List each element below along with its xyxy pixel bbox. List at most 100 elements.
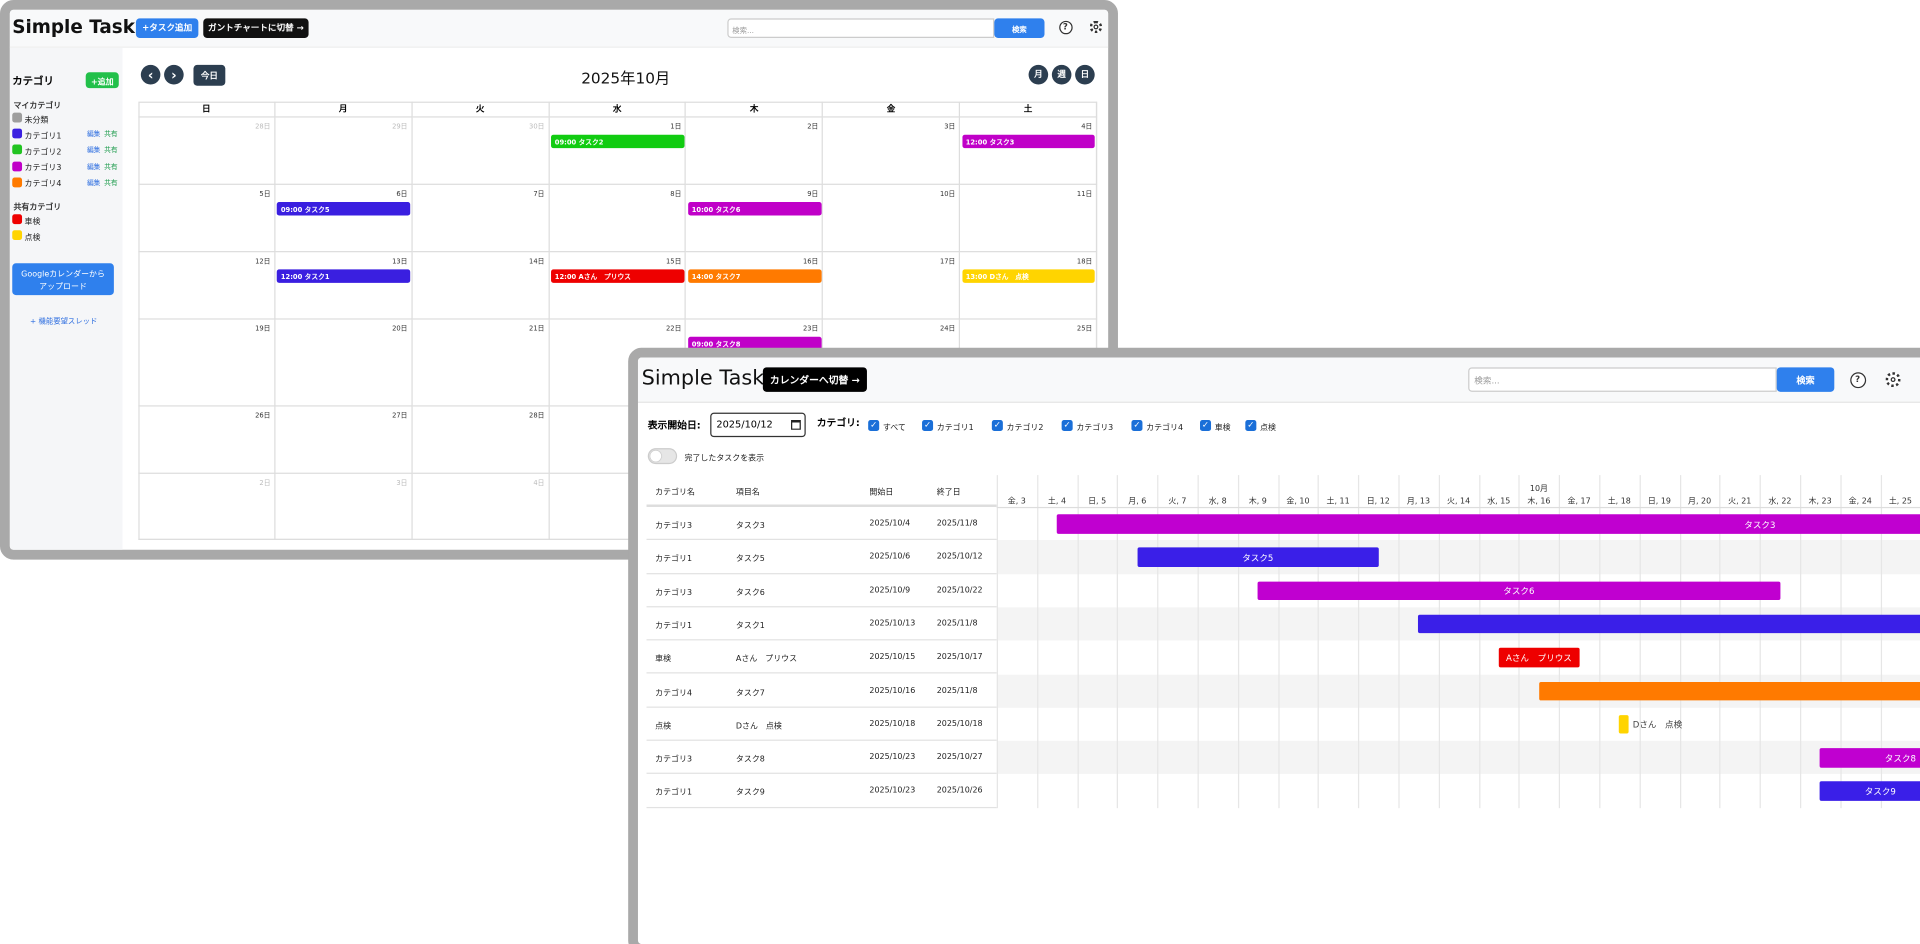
category-name: 点検 — [24, 232, 41, 243]
gantt-bar[interactable] — [1498, 647, 1580, 667]
table-cell: タスク3 — [735, 520, 765, 531]
help-icon[interactable]: ? — [1849, 371, 1866, 388]
settings-icon[interactable] — [1090, 21, 1102, 33]
edit-link[interactable]: 編集 — [86, 163, 101, 171]
gantt-bar[interactable] — [1619, 714, 1630, 734]
timeline-day-label: 水, 22 — [1768, 495, 1792, 506]
view-button[interactable]: 月 — [1028, 64, 1049, 85]
start-date-input[interactable]: 2025/10/12 — [710, 412, 806, 438]
table-cell: カテゴリ1 — [655, 787, 693, 798]
feature-request-link[interactable]: + 機能要望スレッド — [30, 317, 98, 326]
timeline-gridline — [1318, 475, 1320, 808]
share-link[interactable]: 共有 — [104, 131, 118, 139]
share-link[interactable]: 共有 — [104, 147, 118, 155]
gantt-bar[interactable] — [1056, 514, 1920, 534]
calendar-event[interactable]: 12:00 タスク1 — [277, 268, 411, 283]
shared-categories-heading: 共有カテゴリ — [13, 202, 62, 212]
edit-link[interactable]: 編集 — [86, 131, 101, 139]
table-cell: 2025/10/16 — [869, 685, 916, 695]
table-cell: 2025/10/12 — [936, 551, 983, 562]
google-upload-button[interactable]: Googleカレンダーから アップロード — [12, 263, 114, 296]
table-cell: カテゴリ3 — [655, 587, 693, 598]
search-input[interactable]: 検索... — [1468, 367, 1777, 392]
weekday-header: 土 — [960, 101, 1098, 118]
edit-link[interactable]: 編集 — [86, 179, 101, 188]
search-button[interactable]: 検索 — [1776, 367, 1835, 392]
day-number: 26日 — [255, 412, 271, 421]
filter-checkbox[interactable]: ✓ — [1131, 420, 1143, 432]
filter-checkbox[interactable]: ✓ — [922, 420, 934, 432]
table-cell: 2025/10/23 — [869, 785, 916, 796]
table-cell: タスク6 — [735, 587, 765, 598]
calendar-switch-button[interactable]: カレンダーへ切替 → — [762, 367, 867, 392]
day-cell: 8日 — [549, 184, 687, 253]
table-cell: 2025/10/13 — [869, 618, 916, 629]
filter-checkbox[interactable]: ✓ — [1245, 420, 1257, 432]
gantt-bar[interactable] — [1418, 614, 1920, 634]
timeline-gridline — [1840, 475, 1842, 808]
timeline-day-label: 土, 25 — [1888, 495, 1912, 506]
next-button[interactable]: › — [164, 64, 184, 85]
calendar-event[interactable]: 09:00 タスク8 — [688, 336, 822, 350]
filter-checkbox[interactable]: ✓ — [868, 420, 880, 432]
settings-icon[interactable] — [1886, 372, 1900, 387]
table-cell: タスク9 — [735, 787, 765, 798]
timeline-day-label: 月, 6 — [1128, 495, 1147, 506]
gantt-window: Simple Task カレンダーへ切替 → 検索... 検索? 表示開始日: 2025/… — [628, 347, 1920, 944]
add-category-button[interactable]: +追加 — [85, 72, 119, 89]
timeline-day-label: 火, 7 — [1168, 495, 1187, 506]
gantt-bar-label: タスク8 — [1884, 753, 1916, 764]
completed-toggle[interactable] — [647, 448, 678, 465]
day-number: 21日 — [529, 325, 545, 334]
timeline-gridline — [1237, 475, 1239, 808]
search-input[interactable]: 検索... — [727, 18, 995, 38]
timeline-day-label: 金, 3 — [1007, 495, 1026, 506]
view-button[interactable]: 日 — [1075, 64, 1095, 85]
today-button[interactable]: 今日 — [193, 64, 226, 86]
timeline-gridline — [1077, 475, 1079, 808]
gantt-bar[interactable] — [1538, 681, 1920, 701]
calendar-event[interactable]: 09:00 タスク5 — [277, 201, 411, 215]
calendar-event[interactable]: 12:00 タスク3 — [962, 134, 1096, 148]
view-button[interactable]: 週 — [1051, 64, 1072, 85]
gantt-bar[interactable] — [1820, 781, 1920, 801]
timeline-day-label: 木, 23 — [1808, 495, 1832, 506]
timeline-day-label: 木, 16 — [1527, 495, 1551, 506]
gantt-bar[interactable] — [1137, 547, 1379, 567]
edit-link[interactable]: 編集 — [86, 147, 101, 155]
share-link[interactable]: 共有 — [104, 163, 118, 171]
table-cell: 2025/11/8 — [936, 618, 978, 629]
add-task-button[interactable]: +タスク追加 — [135, 18, 199, 38]
day-number: 25日 — [1076, 325, 1093, 334]
timeline-gridline — [1197, 475, 1199, 808]
gantt-switch-button[interactable]: ガントチャートに切替 → — [203, 18, 309, 38]
search-button[interactable]: 検索 — [994, 18, 1045, 38]
calendar-icon — [791, 420, 801, 430]
sidebar-title: カテゴリ — [12, 75, 54, 89]
timeline-gridline — [1117, 475, 1119, 808]
table-row — [646, 741, 997, 775]
day-cell: 10日 — [823, 184, 961, 253]
gantt-bar[interactable] — [1257, 581, 1780, 601]
prev-button[interactable]: ‹ — [140, 64, 161, 85]
calendar-event[interactable]: 10:00 タスク6 — [688, 201, 822, 215]
day-number: 23日 — [802, 325, 819, 334]
calendar-event[interactable]: 09:00 タスク2 — [551, 134, 685, 148]
help-icon[interactable]: ? — [1058, 20, 1073, 34]
filter-checkbox[interactable]: ✓ — [991, 420, 1003, 432]
calendar-event[interactable]: 13:00 Dさん 点検 — [962, 268, 1096, 283]
calendar-event[interactable]: 12:00 Aさん プリウス — [551, 268, 685, 283]
timeline-gridline — [1478, 475, 1480, 808]
filter-checkbox[interactable]: ✓ — [1061, 420, 1073, 432]
day-number: 18日 — [1076, 258, 1093, 266]
day-number: 12日 — [255, 258, 271, 266]
share-link[interactable]: 共有 — [104, 179, 118, 188]
filter-checkbox[interactable]: ✓ — [1200, 420, 1212, 432]
table-cell: 2025/10/15 — [869, 651, 916, 662]
calendar-event[interactable]: 14:00 タスク7 — [688, 268, 822, 283]
table-row — [646, 674, 997, 708]
category-name: 車検 — [24, 216, 41, 226]
timeline-gridline — [1358, 475, 1360, 808]
gantt-bar[interactable] — [1820, 748, 1920, 768]
